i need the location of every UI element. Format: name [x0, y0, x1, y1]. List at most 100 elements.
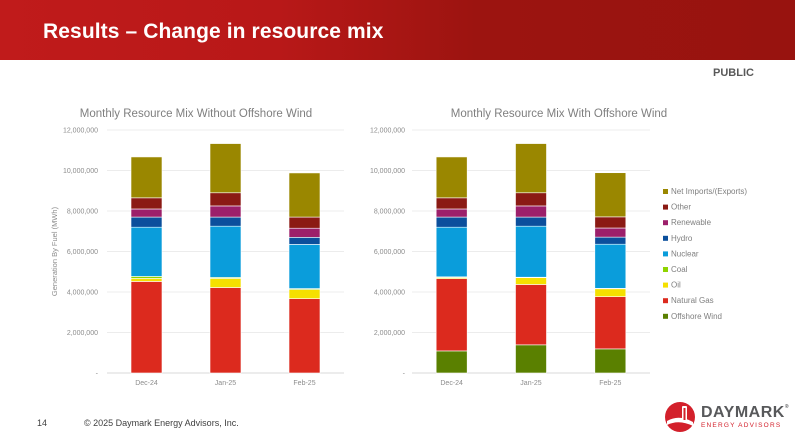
daymark-logo-icon — [665, 402, 695, 432]
bar-segment-offshore-wind — [435, 350, 468, 374]
bar-segment-other — [515, 192, 547, 207]
legend-label: Hydro — [671, 234, 693, 243]
x-tick-label: Dec-24 — [440, 380, 463, 387]
logo-name-text: DAYMARK — [701, 404, 785, 421]
y-tick-label: 12,000,000 — [63, 128, 98, 135]
bar-segment-net-imports-exports — [209, 143, 242, 194]
legend-label: Natural Gas — [671, 296, 714, 305]
y-tick-label: 2,000,000 — [374, 330, 405, 337]
bar-segment-other — [288, 216, 321, 229]
chart-with-offshore-wind: Monthly Resource Mix With Offshore Wind -… — [370, 108, 667, 387]
legend-label: Other — [671, 203, 691, 212]
bar-segment-hydro — [594, 236, 627, 245]
y-tick-label: 4,000,000 — [374, 290, 405, 297]
bar-segment-renewable — [288, 227, 321, 238]
logo-name: DAYMARK® — [701, 404, 789, 422]
legend-swatch — [663, 189, 668, 194]
x-tick-label: Feb-25 — [293, 380, 315, 387]
chart-without-offshore-wind: Monthly Resource Mix Without Offshore Wi… — [50, 108, 344, 387]
x-tick-label: Feb-25 — [599, 380, 621, 387]
chart-title: Monthly Resource Mix With Offshore Wind — [451, 108, 667, 120]
copyright-text: © 2025 Daymark Energy Advisors, Inc. — [84, 418, 239, 428]
bar-segment-renewable — [209, 205, 242, 218]
page-number: 14 — [37, 418, 48, 428]
bar-segment-other — [130, 197, 163, 210]
legend-swatch — [663, 204, 668, 210]
bar-segment-net-imports-exports — [130, 156, 163, 199]
legend-swatch — [663, 298, 668, 304]
bar-segment-nuclear — [209, 225, 242, 278]
bar-segment-hydro — [288, 237, 321, 245]
chart-legend: Net Imports/(Exports) Other Renewable Hydro… — [663, 187, 747, 321]
legend-label: Net Imports/(Exports) — [671, 187, 747, 196]
legend-swatch — [663, 251, 668, 257]
bar-segment-hydro — [515, 216, 547, 227]
y-tick-label: - — [96, 371, 99, 378]
bar-segment-net-imports-exports — [515, 143, 547, 194]
y-tick-label: 4,000,000 — [67, 290, 98, 297]
bar-segment-net-imports-exports — [288, 172, 321, 218]
x-tick-label: Jan-25 — [520, 380, 542, 387]
daymark-logo: DAYMARK® ENERGY ADVISORS — [663, 400, 788, 436]
bar-segment-natural-gas — [435, 278, 468, 352]
bar-segment-coal — [130, 276, 163, 279]
legend-swatch — [663, 235, 668, 241]
title-banner: Results – Change in resource mix — [0, 0, 795, 60]
bar-segment-hydro — [435, 216, 468, 228]
slide-title: Results – Change in resource mix — [43, 20, 384, 43]
legend-label: Coal — [671, 265, 688, 274]
x-tick-label: Dec-24 — [135, 380, 158, 387]
bar-segment-renewable — [594, 227, 627, 238]
bar-segment-hydro — [209, 216, 242, 227]
bar-segment-natural-gas — [515, 284, 547, 346]
bar-segment-natural-gas — [209, 287, 242, 374]
bar-segment-offshore-wind — [515, 344, 547, 374]
logo-trademark: ® — [784, 404, 789, 410]
legend-label: Oil — [671, 281, 681, 290]
bar-segment-hydro — [130, 216, 163, 228]
y-axis-label: Generation By Fuel (MWh) — [50, 206, 59, 296]
bar-segment-renewable — [130, 208, 163, 218]
bar-segment-nuclear — [594, 243, 627, 289]
bar-segment-nuclear — [130, 226, 163, 277]
y-tick-label: 6,000,000 — [374, 249, 405, 256]
y-tick-label: 12,000,000 — [370, 128, 405, 135]
bar-segment-nuclear — [435, 226, 468, 278]
bar-segment-nuclear — [288, 244, 321, 289]
legend-label: Renewable — [671, 218, 712, 227]
legend-swatch — [663, 282, 668, 288]
x-tick-label: Jan-25 — [215, 380, 237, 387]
bar-segment-oil — [594, 288, 627, 297]
bar-segment-nuclear — [515, 225, 547, 278]
bar-segment-oil — [515, 277, 547, 285]
legend-swatch — [663, 267, 668, 272]
y-tick-label: 2,000,000 — [67, 330, 98, 337]
bar-segment-oil — [209, 278, 242, 288]
bar-segment-oil — [130, 278, 163, 282]
y-tick-label: 8,000,000 — [374, 209, 405, 216]
bar-segment-other — [209, 192, 242, 207]
bar-segment-natural-gas — [594, 296, 627, 350]
chart-title: Monthly Resource Mix Without Offshore Wi… — [80, 108, 312, 120]
bar-segment-oil — [288, 289, 321, 299]
y-tick-label: 6,000,000 — [67, 249, 98, 256]
y-tick-label: 10,000,000 — [63, 168, 98, 175]
y-tick-label: 10,000,000 — [370, 168, 405, 175]
bar-segment-offshore-wind — [594, 348, 627, 374]
legend-label: Nuclear — [671, 249, 699, 258]
classification-label: PUBLIC — [713, 67, 754, 79]
legend-label: Offshore Wind — [671, 312, 722, 321]
legend-swatch — [663, 313, 668, 319]
y-tick-label: 8,000,000 — [67, 209, 98, 216]
bar-segment-renewable — [515, 205, 547, 218]
bar-segment-other — [594, 216, 627, 229]
bar-segment-other — [435, 197, 468, 210]
y-tick-label: - — [403, 371, 406, 378]
bar-segment-natural-gas — [288, 298, 321, 374]
bar-segment-renewable — [435, 208, 468, 218]
bar-segment-net-imports-exports — [435, 156, 468, 199]
logo-subtitle: ENERGY ADVISORS — [701, 422, 782, 429]
bar-segment-net-imports-exports — [594, 172, 627, 218]
bar-segment-natural-gas — [130, 281, 163, 374]
